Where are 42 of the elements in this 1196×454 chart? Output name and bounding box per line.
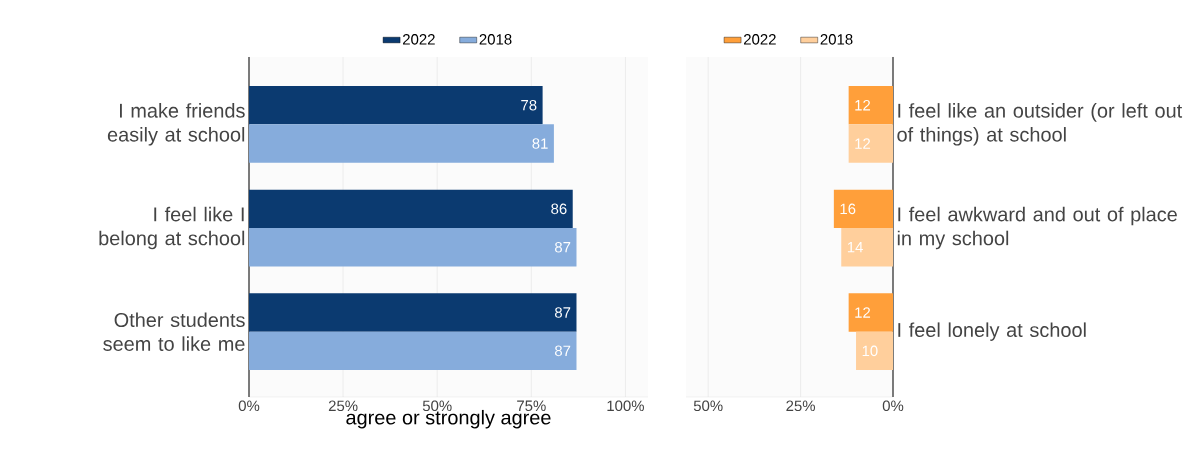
bar bbox=[249, 86, 543, 125]
legend-label: 2022 bbox=[403, 34, 435, 45]
x-tick-label: 25% bbox=[786, 400, 816, 412]
data-label: 87 bbox=[555, 307, 571, 318]
y-tick-label: I feel lonely at school bbox=[898, 322, 1086, 341]
bar bbox=[249, 293, 577, 332]
x-tick-label: 0% bbox=[882, 400, 904, 412]
x-tick-label: 75% bbox=[517, 400, 546, 412]
y-tick-label: Other students seem to like me bbox=[103, 312, 245, 351]
data-label: 12 bbox=[855, 99, 871, 111]
bar bbox=[833, 189, 894, 229]
y-tick-label: I make friends easily at school bbox=[107, 103, 245, 146]
data-label: 12 bbox=[855, 307, 871, 318]
y-tick-label: I feel like an outsider (or left out of things) at school bbox=[897, 103, 1183, 146]
data-label: 87 bbox=[555, 345, 571, 357]
data-label: 12 bbox=[855, 138, 871, 149]
data-label: 81 bbox=[532, 138, 548, 149]
x-tick-label: 0% bbox=[238, 400, 260, 412]
bar bbox=[848, 293, 894, 332]
legend-label: 2018 bbox=[820, 34, 853, 45]
x-tick-label: 25% bbox=[328, 400, 358, 412]
x-tick-label: 50% bbox=[693, 400, 723, 412]
legend-label: 2018 bbox=[479, 34, 512, 45]
bar bbox=[841, 228, 894, 267]
data-label: 87 bbox=[555, 241, 571, 253]
x-tick-label: 50% bbox=[422, 400, 452, 412]
y-tick-label: I feel awkward and out of place in my school bbox=[897, 206, 1177, 250]
data-label: 14 bbox=[847, 242, 863, 253]
bar bbox=[848, 124, 894, 163]
bar bbox=[249, 331, 577, 371]
y-tick-label: I feel like I belong at school bbox=[99, 206, 245, 250]
bar bbox=[249, 124, 554, 163]
bar bbox=[249, 228, 577, 267]
legend-label: 2022 bbox=[744, 34, 776, 45]
bar bbox=[856, 331, 894, 371]
bar bbox=[848, 86, 894, 125]
x-tick-label: 100% bbox=[607, 400, 644, 412]
data-label: 16 bbox=[840, 203, 856, 215]
bar bbox=[249, 189, 573, 229]
data-label: 10 bbox=[862, 345, 878, 357]
data-label: 78 bbox=[521, 99, 537, 111]
data-label: 86 bbox=[551, 203, 567, 215]
